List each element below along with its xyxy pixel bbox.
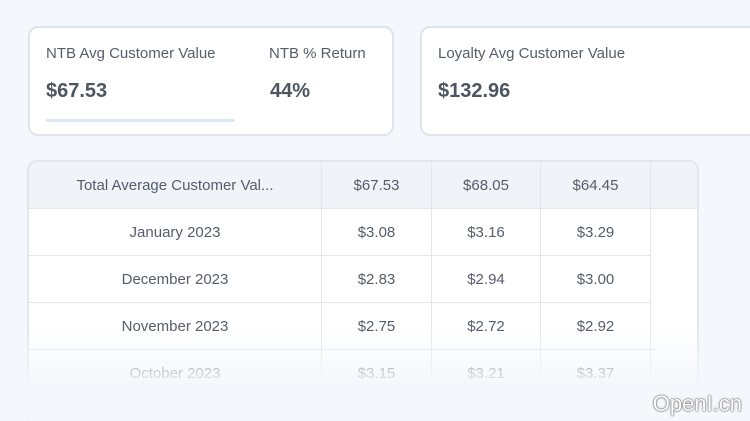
cell-value: $2.75 [322,303,432,349]
row-label: January 2023 [29,209,322,255]
cell-value: $68.05 [432,162,541,208]
value-table: Total Average Customer Val... $67.53 $68.0… [27,160,699,421]
row-label: October 2023 [29,350,322,396]
metric-value: 44% [270,80,311,102]
cell-value: $2.92 [541,303,651,349]
cell-value: $2.72 [432,303,541,349]
row-label: November 2023 [29,303,322,349]
table-row: October 2023 $3.15 $3.21 $3.37 [29,350,697,397]
table-row: January 2023 $3.08 $3.16 $3.29 [29,209,651,256]
cell-value: $64.45 [541,162,651,208]
row-label: Total Average Customer Val... [29,162,322,208]
cell-value: $3.00 [541,256,651,302]
watermark: OpenI.cn [652,391,742,416]
underline [46,119,235,122]
cell-value: $3.08 [322,209,432,255]
ntb-card: NTB Avg Customer Value $67.53 NTB % Retu… [28,26,394,136]
row-label: December 2023 [29,256,322,302]
metric-value: $132.96 [438,80,511,102]
table-row: November 2023 $2.75 $2.72 $2.92 [29,303,656,350]
metric-label: NTB % Return [269,45,366,62]
cell-value: $3.37 [541,350,651,396]
cell-value: $67.53 [322,162,432,208]
metric-label: NTB Avg Customer Value [46,45,216,62]
cell-value: $3.29 [541,209,651,255]
cell-value: $3.15 [322,350,432,396]
table-row: December 2023 $2.83 $2.94 $3.00 [29,256,651,303]
metric-value: $67.53 [46,80,108,102]
cell-value: $2.83 [322,256,432,302]
cell-value: $3.21 [432,350,541,396]
cell-value: $2.94 [432,256,541,302]
metric-label: Loyalty Avg Customer Value [438,45,626,62]
cell-value: $3.16 [432,209,541,255]
table-header-row: Total Average Customer Val... $67.53 $68.0… [29,162,697,209]
loyalty-card: Loyalty Avg Customer Value $132.96 [420,26,750,136]
